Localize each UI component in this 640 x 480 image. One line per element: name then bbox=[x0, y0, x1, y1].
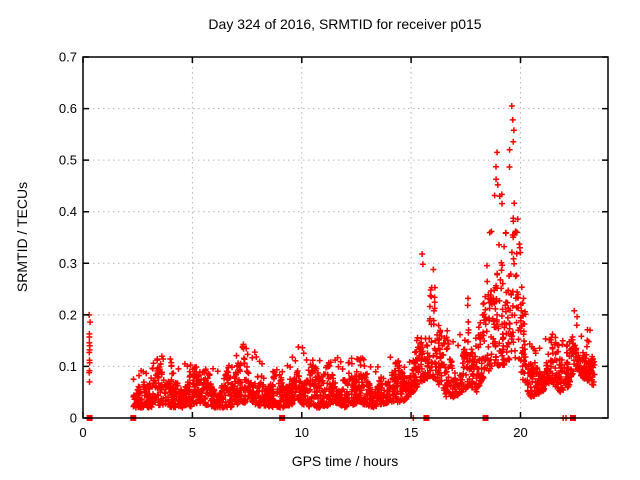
grid-path bbox=[83, 57, 608, 418]
x-tick-label: 10 bbox=[295, 425, 309, 440]
data-points bbox=[86, 103, 598, 421]
y-tick-label: 0.6 bbox=[59, 101, 77, 116]
y-tick-label: 0.3 bbox=[59, 256, 77, 271]
gridlines bbox=[83, 57, 608, 418]
y-tick-label: 0.4 bbox=[59, 204, 77, 219]
zero-value-square-markers bbox=[86, 415, 576, 421]
y-tick-label: 0 bbox=[70, 411, 77, 426]
chart-title: Day 324 of 2016, SRMTID for receiver p01… bbox=[208, 16, 481, 32]
y-tick-label: 0.5 bbox=[59, 153, 77, 168]
x-tick-label: 5 bbox=[189, 425, 196, 440]
plot-border bbox=[82, 56, 609, 419]
x-axis-label: GPS time / hours bbox=[292, 453, 399, 469]
y-tick-label: 0.2 bbox=[59, 307, 77, 322]
y-tick-label: 0.1 bbox=[59, 359, 77, 374]
srmtid-plus-markers bbox=[86, 103, 598, 421]
y-tick-label: 0.7 bbox=[59, 50, 77, 65]
axis-ticks bbox=[82, 56, 608, 419]
x-tick-label: 15 bbox=[404, 425, 418, 440]
x-tick-label: 0 bbox=[79, 425, 86, 440]
y-axis-label: SRMTID / TECUs bbox=[14, 182, 30, 292]
tick-marks-path bbox=[82, 56, 608, 419]
tick-labels: 0 5 10 15 20 0 0.1 0.2 0.3 0.4 0.5 0.6 0.7 bbox=[59, 50, 528, 441]
x-tick-label: 20 bbox=[513, 425, 527, 440]
